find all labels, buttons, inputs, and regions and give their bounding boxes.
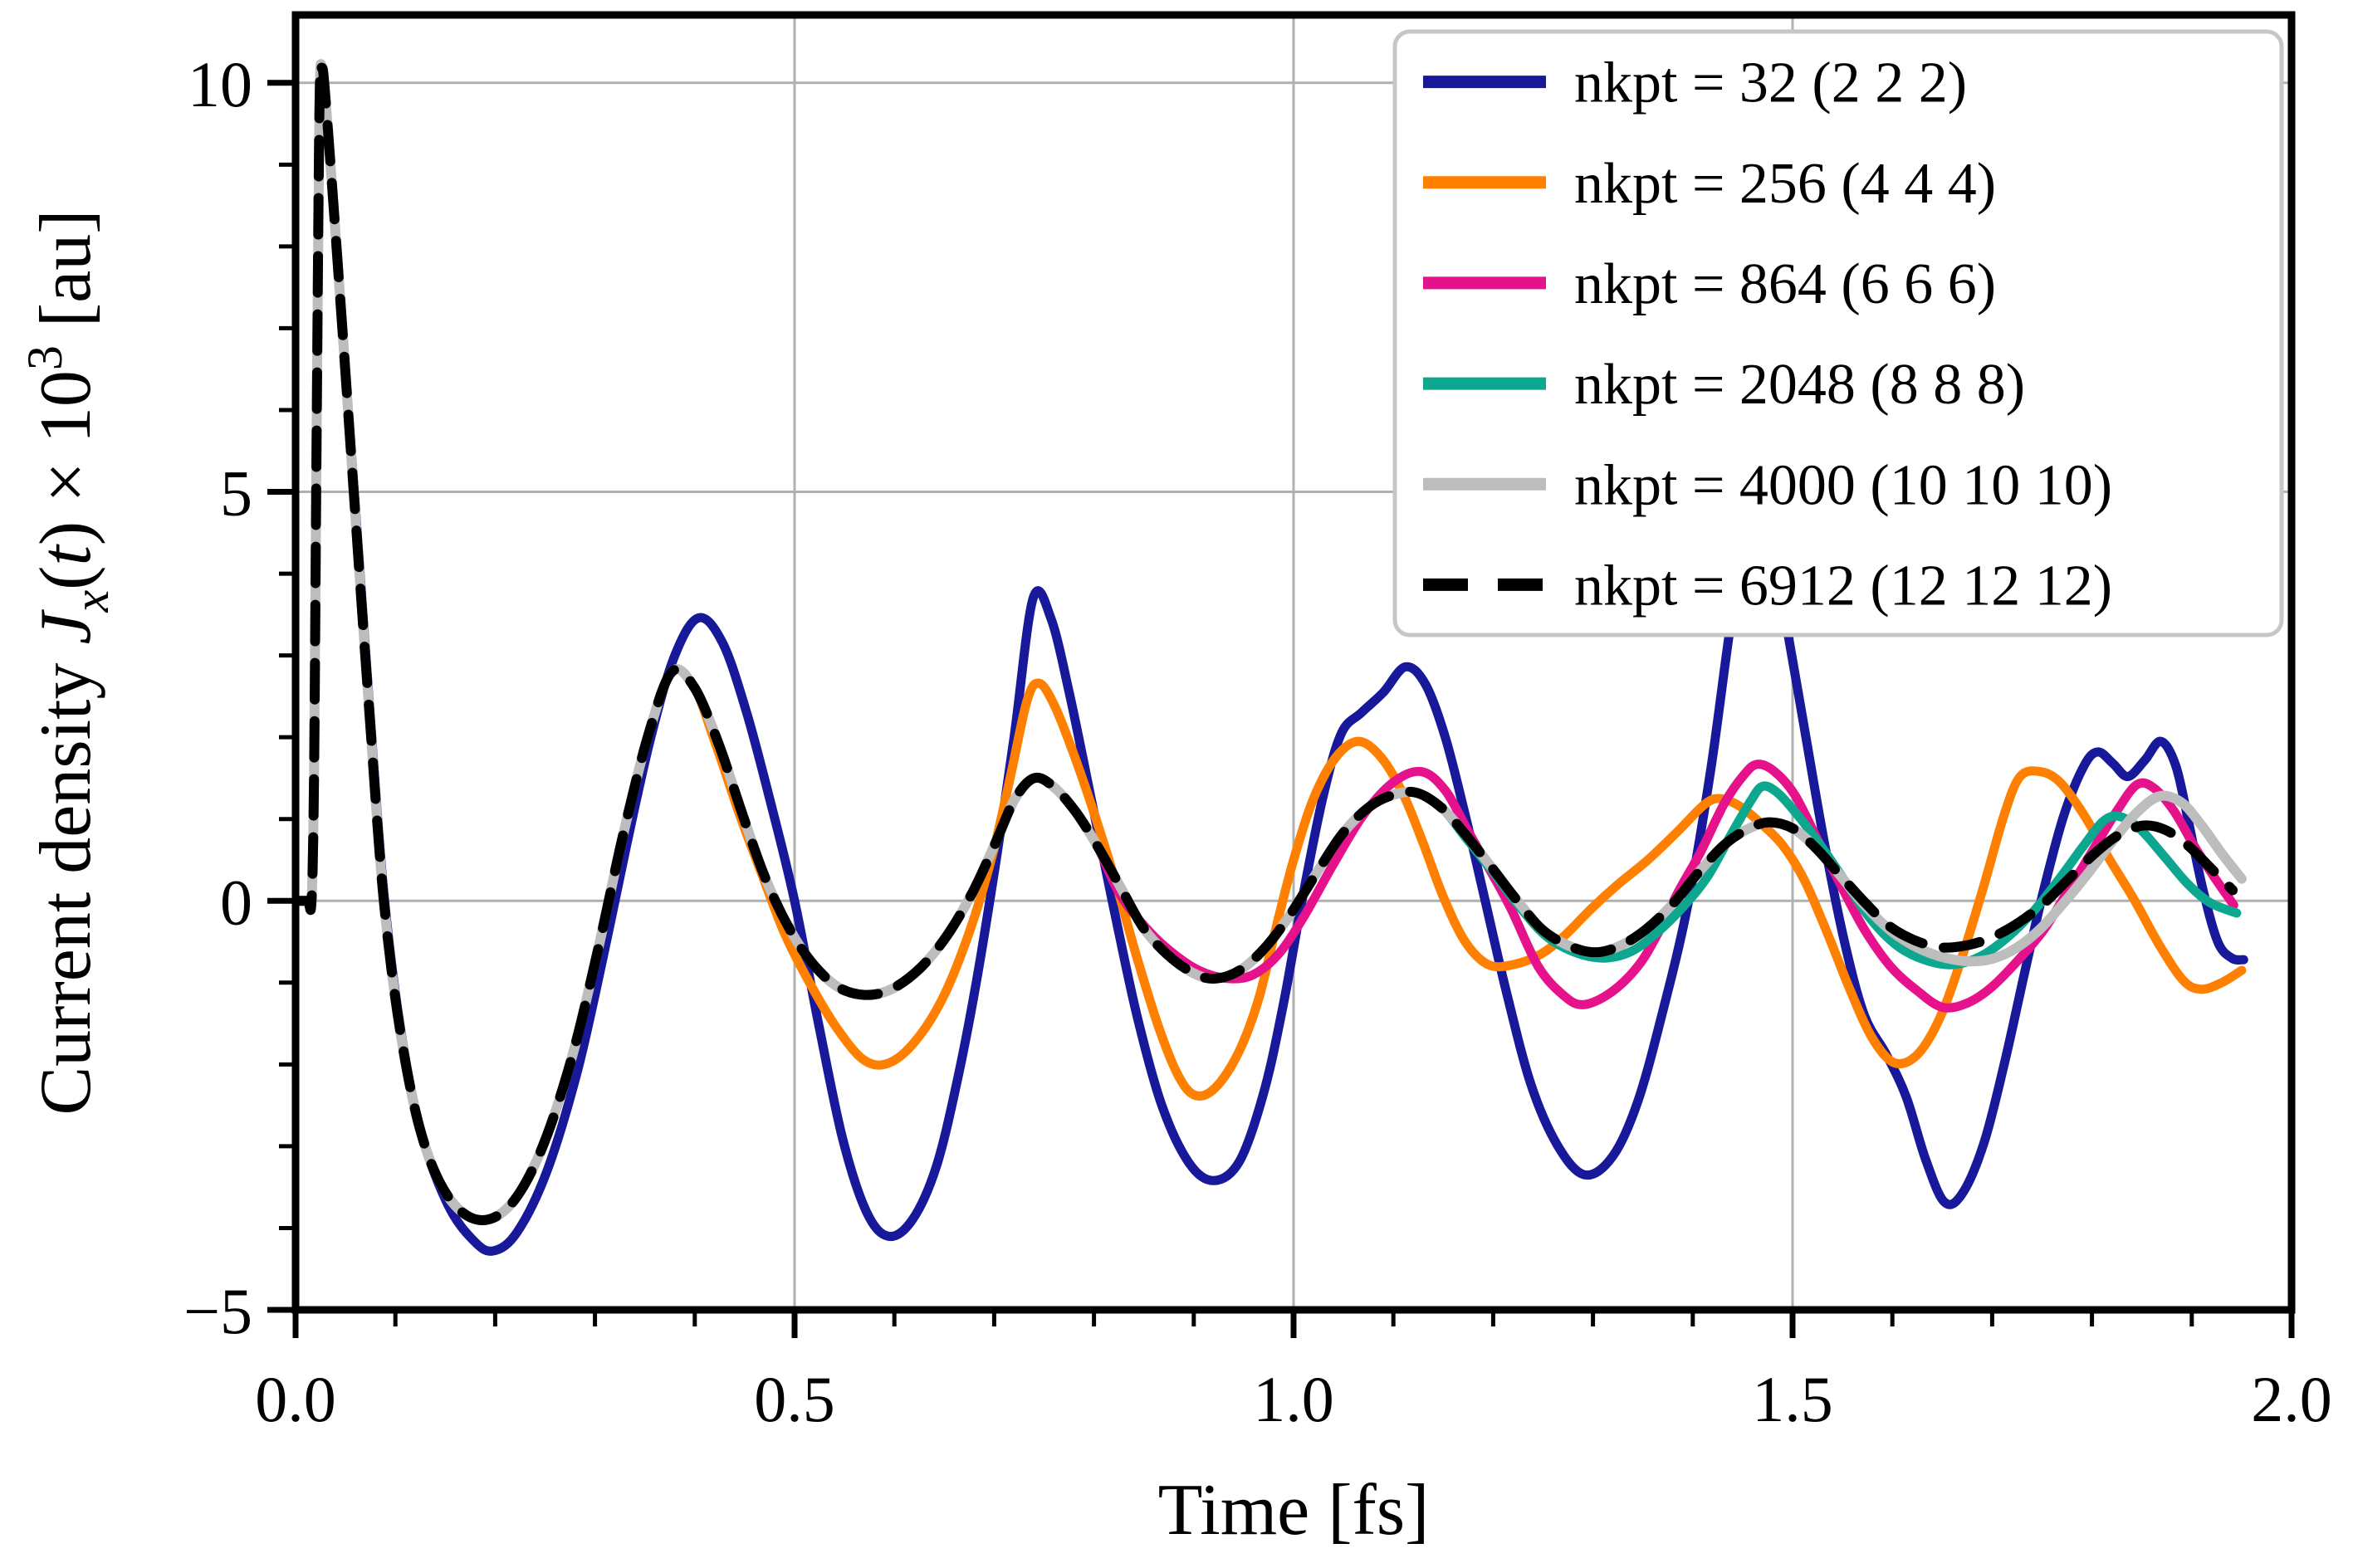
legend-item: nkpt = 864 (6 6 6) [1423, 252, 1996, 316]
x-axis-label: Time [fs] [1158, 1470, 1430, 1551]
legend-item-label: nkpt = 32 (2 2 2) [1574, 51, 1967, 115]
legend-item-label: nkpt = 6912 (12 12 12) [1574, 554, 2112, 618]
y-tick-label: −5 [183, 1275, 252, 1347]
series-group [296, 59, 2248, 1256]
x-tick-label: 0.5 [754, 1363, 835, 1435]
legend-item: nkpt = 256 (4 4 4) [1423, 152, 1996, 216]
tick-labels-group: 0.0 0.5 1.0 1.5 2.0 −5 0 5 10 [183, 48, 2332, 1435]
legend-item: nkpt = 4000 (10 10 10) [1423, 453, 2112, 517]
legend-item: nkpt = 32 (2 2 2) [1423, 51, 1967, 115]
y-tick-label: 5 [220, 457, 252, 530]
legend-item-label: nkpt = 864 (6 6 6) [1574, 252, 1996, 316]
x-tick-label: 1.0 [1253, 1363, 1334, 1435]
series-line-nkpt-6912-12-12-12- [296, 59, 2238, 1225]
legend-box [1392, 29, 2284, 637]
x-tick-label: 2.0 [2251, 1363, 2332, 1435]
legend-item-label: nkpt = 4000 (10 10 10) [1574, 453, 2112, 517]
legend-item: nkpt = 2048 (8 8 8) [1423, 353, 2025, 417]
legend-item-label: nkpt = 256 (4 4 4) [1574, 152, 1996, 216]
y-axis-label: Current density Jx(t) × 103 [au] [17, 209, 119, 1115]
x-tick-label: 1.5 [1752, 1363, 1833, 1435]
ticks-group [267, 80, 2295, 1338]
y-tick-label: 0 [220, 866, 252, 938]
legend-item-label: nkpt = 2048 (8 8 8) [1574, 353, 2025, 417]
y-tick-label: 10 [188, 48, 252, 120]
legend-item: nkpt = 6912 (12 12 12) [1423, 554, 2112, 618]
legend: nkpt = 32 (2 2 2) nkpt = 256 (4 4 4) nkpt … [1392, 29, 2284, 637]
x-tick-label: 0.0 [255, 1363, 336, 1435]
